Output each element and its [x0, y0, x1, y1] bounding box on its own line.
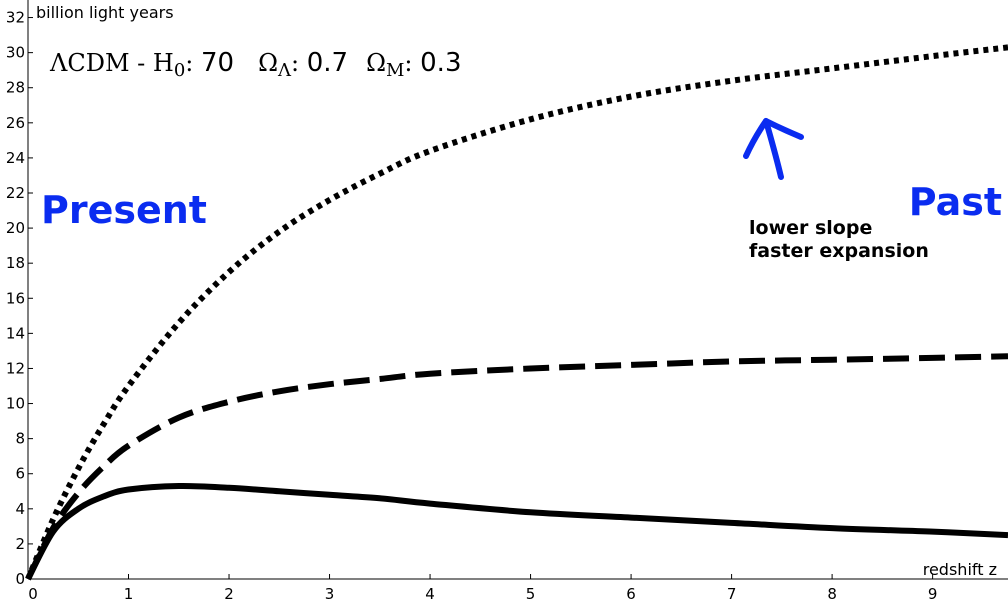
y-tick-label: 10	[6, 395, 25, 413]
y-tick-label: 18	[6, 254, 25, 272]
omega-lambda-subscript: Λ	[277, 60, 292, 81]
y-tick-label: 4	[15, 500, 25, 518]
x-axis-label: redshift z	[923, 560, 997, 579]
note-line-1: lower slope	[749, 217, 872, 239]
series-group	[25, 44, 1008, 581]
y-axis-label: billion light years	[36, 3, 174, 22]
y-tick-label: 16	[6, 289, 25, 307]
x-tick-label: 5	[526, 585, 536, 603]
omega-m-label: Ω	[366, 49, 386, 77]
x-tick-label: 8	[827, 585, 837, 603]
omega-lambda-colon: :	[291, 49, 307, 77]
cosmology-parameters: ΛCDM - H0: 70 ΩΛ: 0.7 ΩM: 0.3	[49, 48, 462, 81]
model-label: ΛCDM	[49, 49, 130, 77]
x-tick-label: 7	[727, 585, 737, 603]
series-line-dotted	[25, 44, 1008, 581]
omega-m-value: 0.3	[420, 48, 461, 78]
x-tick-label: 2	[224, 585, 234, 603]
x-tick-label: 1	[124, 585, 134, 603]
x-tick-label: 6	[626, 585, 636, 603]
y-tick-label: 12	[6, 359, 25, 377]
y-tick-label: 20	[6, 219, 25, 237]
model-separator: -	[130, 49, 153, 77]
x-tick-label: 9	[928, 585, 938, 603]
h0-value: 70	[201, 48, 234, 78]
arrow-up-icon	[743, 118, 804, 180]
y-tick-label: 0	[15, 570, 25, 588]
h0-label: H	[153, 49, 174, 77]
omega-lambda-value: 0.7	[307, 48, 348, 78]
past-label: Past	[909, 180, 1002, 224]
y-tick-label: 28	[6, 79, 25, 97]
series-line-solid	[25, 482, 1008, 581]
y-tick-label: 30	[6, 44, 25, 62]
y-tick-label: 6	[15, 465, 25, 483]
x-tick-group: 0 1 2 3 4 5 6 7 8 9	[27, 574, 938, 603]
h0-subscript: 0	[174, 60, 185, 81]
y-tick-label: 26	[6, 114, 25, 132]
y-tick-label: 22	[6, 184, 25, 202]
y-tick-label: 2	[15, 535, 25, 553]
x-tick-label: 0	[28, 585, 38, 603]
y-tick-label: 14	[6, 324, 25, 342]
omega-m-subscript: M	[386, 60, 404, 81]
series-line-dashed	[25, 353, 1008, 581]
h0-colon: :	[185, 49, 201, 77]
note-line-2: faster expansion	[749, 240, 929, 262]
y-tick-label: 24	[6, 149, 25, 167]
omega-m-colon: :	[404, 49, 420, 77]
x-tick-label: 4	[425, 585, 435, 603]
y-tick-label: 32	[6, 9, 25, 27]
x-tick-label: 3	[325, 585, 335, 603]
y-tick-label: 8	[15, 430, 25, 448]
present-label: Present	[41, 188, 207, 232]
omega-lambda-label: Ω	[258, 49, 278, 77]
